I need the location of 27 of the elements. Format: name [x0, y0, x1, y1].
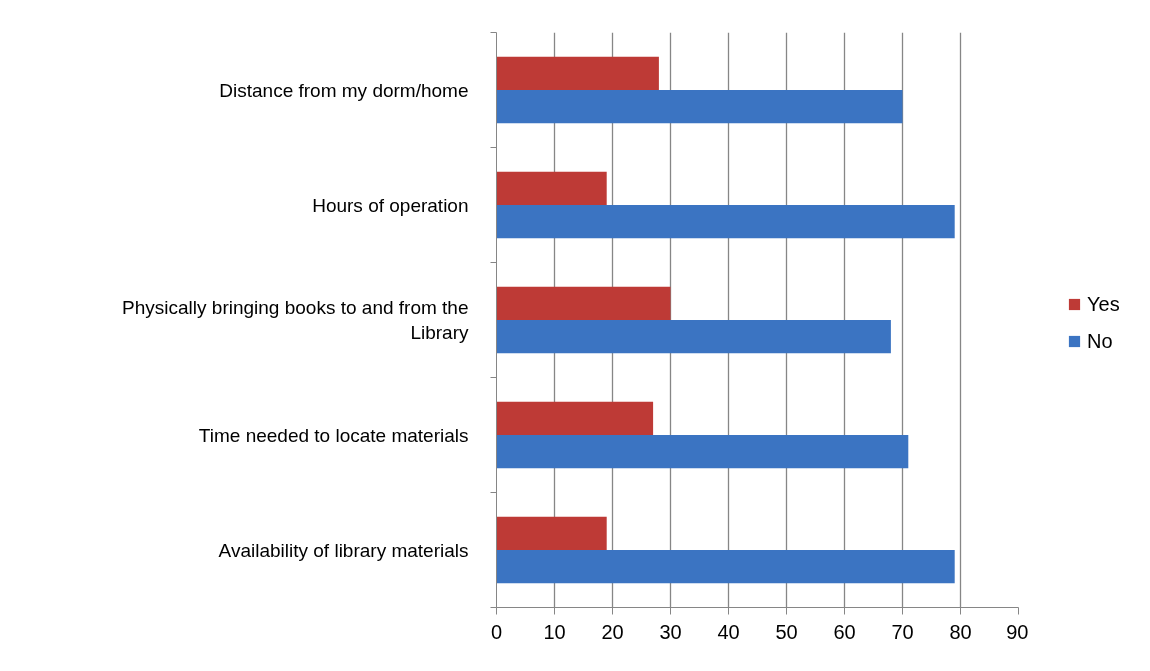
bar	[496, 401, 654, 435]
x-tick-label: 60	[833, 620, 856, 643]
x-tick-label: 0	[490, 620, 503, 643]
bar	[496, 56, 659, 90]
bar	[496, 205, 955, 239]
x-tick-label: 70	[891, 620, 914, 643]
y-tick-label: Hours of operation	[312, 194, 469, 216]
x-tick-label: 90	[1006, 620, 1029, 643]
legend-label: No	[1087, 329, 1113, 353]
x-tick-label: 10	[543, 620, 566, 643]
y-tick-label: Distance from my dorm/home	[219, 79, 469, 101]
y-tick-label: Time needed to locate materials	[198, 424, 469, 446]
x-tick-label: 20	[601, 620, 624, 643]
bar	[496, 516, 607, 550]
x-tick-label: 80	[949, 620, 972, 643]
x-tick-label: 30	[659, 620, 682, 643]
bar	[496, 550, 955, 584]
y-tick-label: Physically bringing books to and from the Library	[122, 296, 469, 344]
bar	[496, 286, 671, 320]
bar	[496, 171, 607, 205]
legend-label: Yes	[1087, 292, 1120, 316]
bar	[496, 90, 903, 124]
bar	[496, 320, 891, 354]
y-tick-label: Availability of library materials	[218, 539, 469, 561]
x-tick-label: 50	[775, 620, 798, 643]
bar	[496, 435, 909, 469]
x-tick-label: 40	[717, 620, 740, 643]
